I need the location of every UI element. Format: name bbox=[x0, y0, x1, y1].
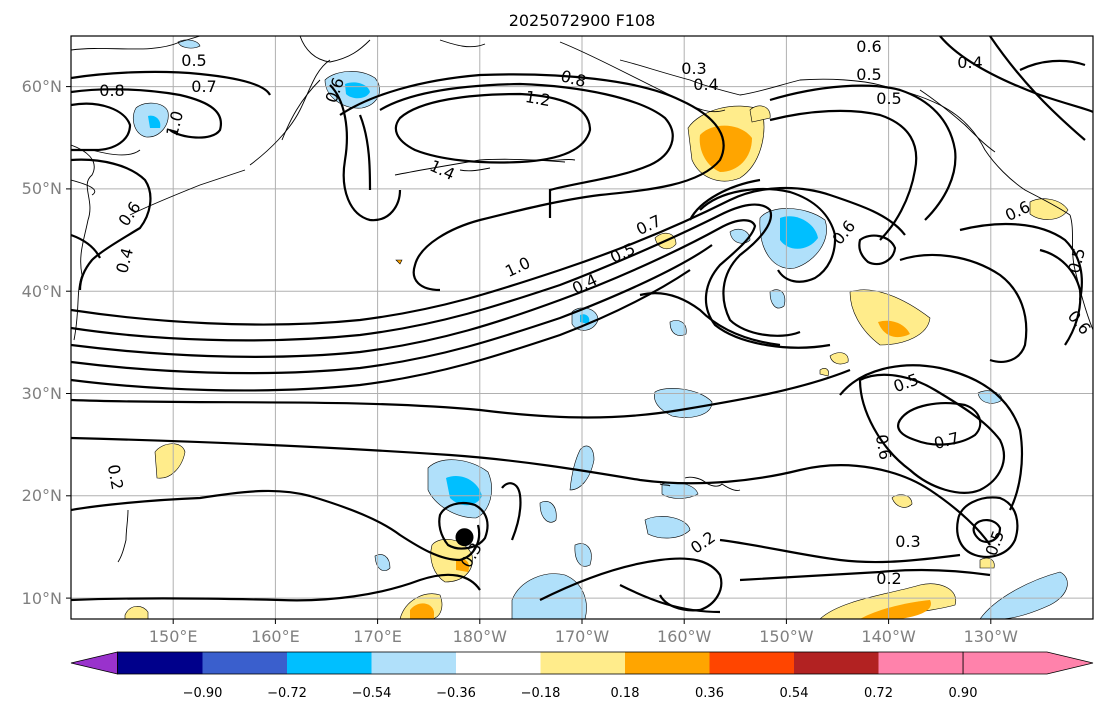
lon-label: 150°E bbox=[149, 627, 198, 646]
colorbar-bin bbox=[878, 652, 963, 674]
colorbar-tick-label: 0.72 bbox=[864, 686, 893, 701]
shaded-anomalies bbox=[124, 39, 1069, 619]
map-area: 0.5 0.7 0.8 1.0 0.6 0.4 0.6 0.8 1.2 1.4 … bbox=[71, 36, 1093, 619]
contour-label: 0.4 bbox=[957, 53, 982, 72]
colorbar-bin bbox=[456, 652, 541, 674]
colorbar-bin bbox=[709, 652, 794, 674]
contour-label: 0.5 bbox=[876, 89, 901, 108]
colorbar-tick-label: 0.54 bbox=[780, 686, 809, 701]
colorbar-tick-label: −0.90 bbox=[183, 686, 223, 701]
colorbar-bin bbox=[540, 652, 625, 674]
longitude-labels: 150°E 160°E 170°E 180°W 170°W 160°W 150°… bbox=[149, 627, 1018, 646]
lon-label: 180°W bbox=[453, 627, 508, 646]
lat-label: 10°N bbox=[22, 589, 62, 608]
contour-label: 0.4 bbox=[693, 75, 718, 94]
colorbar-tick-label: −0.18 bbox=[521, 686, 561, 701]
lon-label: 130°W bbox=[964, 627, 1019, 646]
contour-label: 0.7 bbox=[191, 77, 216, 96]
lon-label: 140°W bbox=[861, 627, 916, 646]
lon-label: 170°E bbox=[353, 627, 402, 646]
colorbar-tick-label: 0.18 bbox=[611, 686, 640, 701]
contour-lines bbox=[71, 36, 1093, 614]
contour-label: 0.3 bbox=[681, 59, 706, 78]
colorbar-tick-label: 0.36 bbox=[695, 686, 724, 701]
lon-label: 150°W bbox=[759, 627, 814, 646]
contour-label: 0.5 bbox=[181, 51, 206, 70]
colorbar-tick-label: −0.72 bbox=[267, 686, 307, 701]
colorbar: −0.90 −0.72 −0.54 −0.36 −0.18 0.18 0.36 … bbox=[70, 651, 1094, 701]
lat-label: 30°N bbox=[22, 384, 62, 403]
colorbar-bin bbox=[202, 652, 287, 674]
lon-label: 160°E bbox=[251, 627, 300, 646]
contour-label: 0.5 bbox=[856, 65, 881, 84]
colorbar-bin bbox=[287, 652, 372, 674]
lat-label: 50°N bbox=[22, 179, 62, 198]
colorbar-extend-low bbox=[70, 651, 118, 675]
storm-center-marker bbox=[455, 528, 474, 547]
lon-label: 160°W bbox=[657, 627, 712, 646]
colorbar-tick-label: −0.36 bbox=[436, 686, 476, 701]
contour-label: 0.2 bbox=[104, 463, 127, 491]
colorbar-extend-high bbox=[962, 651, 1094, 675]
colorbar-tick-label: −0.54 bbox=[352, 686, 392, 701]
lat-label: 60°N bbox=[22, 77, 62, 96]
axis-ticks bbox=[66, 86, 992, 624]
lon-label: 170°W bbox=[555, 627, 610, 646]
colorbar-bin bbox=[371, 652, 456, 674]
contour-label: 0.2 bbox=[876, 569, 901, 588]
colorbar-bin bbox=[625, 652, 710, 674]
contour-label: 0.3 bbox=[895, 532, 920, 551]
colorbar-bin bbox=[117, 652, 203, 674]
lat-label: 40°N bbox=[22, 282, 62, 301]
colorbar-tick-label: 0.90 bbox=[949, 686, 978, 701]
latitude-labels: 60°N 50°N 40°N 30°N 20°N 10°N bbox=[22, 77, 62, 608]
contour-label: 0.8 bbox=[99, 81, 124, 100]
lat-label: 20°N bbox=[22, 486, 62, 505]
contour-label: 1.2 bbox=[524, 87, 552, 110]
map-title: 2025072900 F108 bbox=[509, 11, 656, 30]
contour-label: 0.6 bbox=[872, 433, 895, 461]
colorbar-bin bbox=[794, 652, 879, 674]
contour-label: 0.6 bbox=[856, 37, 881, 56]
